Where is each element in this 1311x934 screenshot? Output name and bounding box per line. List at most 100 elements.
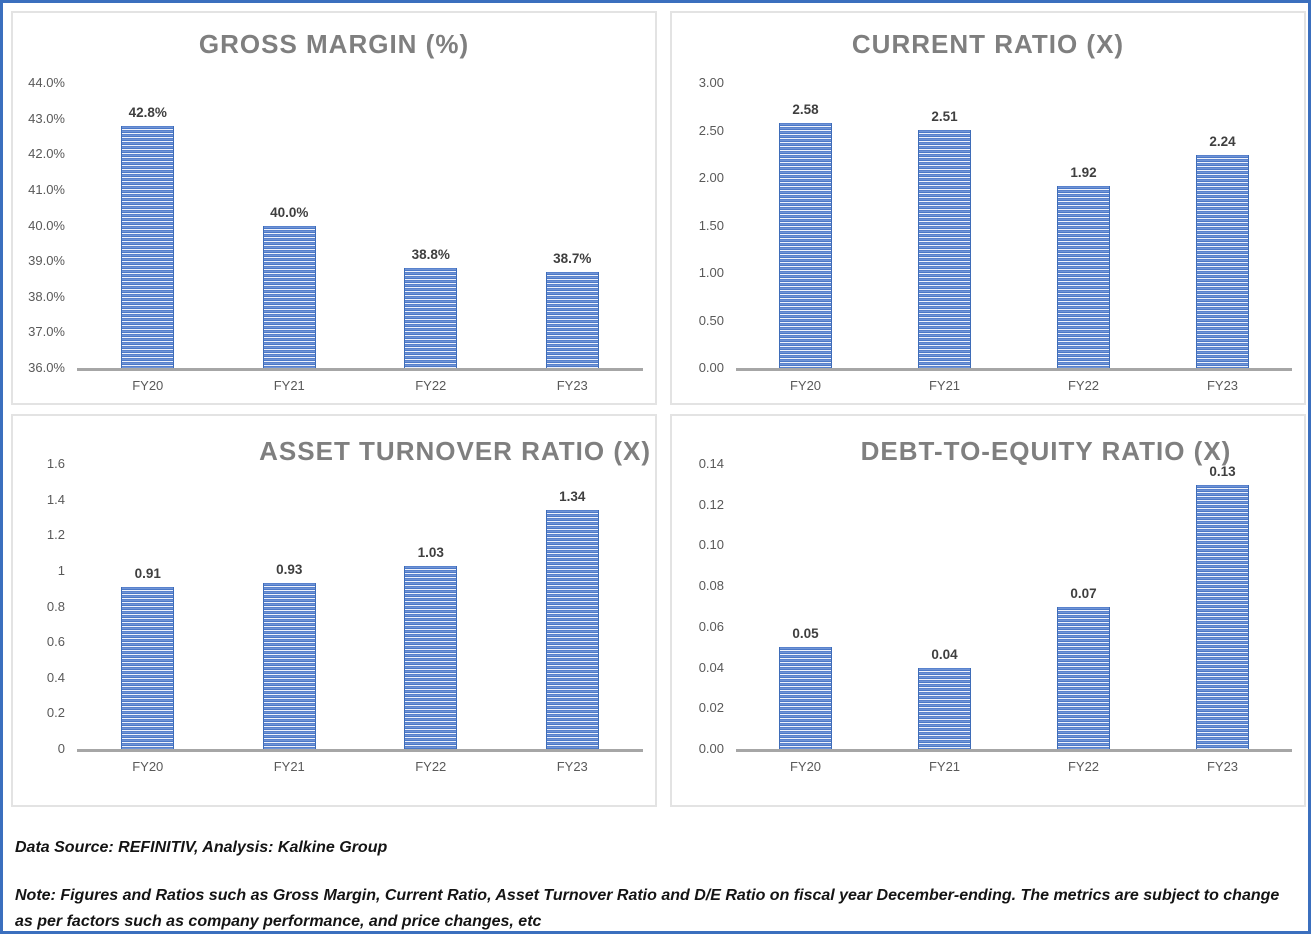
footer: Data Source: REFINITIV, Analysis: Kalkin… bbox=[15, 835, 1296, 931]
bar-fy21 bbox=[918, 129, 971, 368]
x-axis: FY20 FY21 FY22 FY23 bbox=[77, 378, 643, 393]
bar-fy22 bbox=[1057, 185, 1110, 368]
y-axis-tick-label: 44.0% bbox=[28, 75, 65, 90]
plot-area: 0.91 0.93 1.03 1.34 bbox=[77, 464, 643, 752]
bar-fy23 bbox=[1196, 155, 1249, 368]
y-axis-tick-label: 0.2 bbox=[46, 705, 65, 721]
plot-area: 0.05 0.04 0.07 0.13 bbox=[736, 464, 1292, 752]
bar-value-label: 0.05 bbox=[792, 626, 819, 642]
bar-fy20 bbox=[121, 125, 175, 368]
y-axis-tick-label: 0.12 bbox=[698, 496, 724, 512]
y-axis-tick-label: 0 bbox=[57, 741, 65, 756]
y-axis-tick-label: 42.0% bbox=[28, 146, 65, 162]
x-axis-category-label: FY23 bbox=[1206, 759, 1239, 774]
x-axis-category-label: FY22 bbox=[1067, 759, 1100, 774]
bar-value-label: 0.07 bbox=[1070, 585, 1097, 601]
y-axis-tick-label: 0.10 bbox=[698, 537, 724, 553]
y-axis-tick-label: 2.00 bbox=[698, 170, 724, 185]
bar-fy21 bbox=[262, 225, 316, 368]
y-axis-tick-label: 36.0% bbox=[28, 360, 65, 375]
y-axis: 0 0.2 0.4 0.6 0.8 1 1.2 1.4 1.6 bbox=[21, 456, 69, 756]
y-axis-tick-label: 40.0% bbox=[28, 217, 65, 233]
x-axis: FY20 FY21 FY22 FY23 bbox=[77, 759, 643, 774]
y-axis-tick-label: 1.2 bbox=[46, 527, 65, 543]
bar-value-label: 2.51 bbox=[931, 108, 958, 124]
bar-slot: 1.92 bbox=[1014, 83, 1153, 368]
current-ratio-chart-panel: CURRENT RATIO (X) 0.00 0.50 1.00 1.50 2.00 2.… bbox=[670, 11, 1306, 405]
chart-area: 0 0.2 0.4 0.6 0.8 1 1.2 1.4 1.6 0.91 0.93 1.03 1.34… bbox=[21, 456, 647, 774]
x-axis-category-label: FY20 bbox=[132, 378, 164, 393]
x-axis-category-label: FY20 bbox=[789, 759, 822, 774]
bar-slot: 0.05 bbox=[736, 464, 875, 749]
y-axis-tick-label: 3.00 bbox=[698, 75, 724, 90]
x-axis-category-label: FY22 bbox=[415, 378, 447, 393]
bar-value-label: 42.8% bbox=[128, 104, 167, 120]
y-axis-tick-label: 0.02 bbox=[698, 700, 724, 716]
bar-fy23 bbox=[545, 510, 599, 749]
chart-title-debt-to-equity: DEBT-TO-EQUITY RATIO (X) bbox=[860, 436, 1232, 466]
y-axis: 0.00 0.50 1.00 1.50 2.00 2.50 3.00 bbox=[680, 75, 728, 375]
x-axis-category-label: FY21 bbox=[273, 759, 305, 774]
x-axis: FY20 FY21 FY22 FY23 bbox=[736, 378, 1292, 393]
x-axis-category-label: FY21 bbox=[273, 378, 305, 393]
chart-title-current-ratio: CURRENT RATIO (X) bbox=[851, 29, 1125, 59]
y-axis: 0.00 0.02 0.04 0.06 0.08 0.10 0.12 0.14 bbox=[680, 456, 728, 756]
bar-value-label: 0.91 bbox=[134, 565, 161, 581]
x-axis-category-label: FY23 bbox=[556, 759, 588, 774]
bar-slot: 0.93 bbox=[219, 464, 361, 749]
y-axis-tick-label: 0.06 bbox=[698, 618, 724, 634]
bar-slot: 0.07 bbox=[1014, 464, 1153, 749]
bar-value-label: 38.7% bbox=[553, 250, 592, 266]
y-axis-tick-label: 41.0% bbox=[28, 181, 65, 197]
chart-area: 0.00 0.50 1.00 1.50 2.00 2.50 3.00 2.58 2.51 1.9… bbox=[680, 75, 1296, 393]
y-axis-tick-label: 0.14 bbox=[698, 456, 724, 471]
x-axis-category-label: FY21 bbox=[928, 759, 961, 774]
bar-value-label: 1.03 bbox=[417, 544, 444, 560]
bar-value-label: 1.92 bbox=[1070, 164, 1097, 180]
bar-slot: 0.13 bbox=[1153, 464, 1292, 749]
bar-slot: 38.7% bbox=[502, 83, 644, 368]
footer-data-source: Data Source: REFINITIV, Analysis: Kalkin… bbox=[15, 839, 388, 856]
y-axis-tick-label: 0.04 bbox=[698, 659, 724, 675]
bar-value-label: 0.04 bbox=[931, 646, 958, 662]
bar-value-label: 0.93 bbox=[276, 562, 303, 578]
chart-title-gross-margin: GROSS MARGIN (%) bbox=[198, 29, 470, 59]
y-axis-tick-label: 37.0% bbox=[28, 324, 65, 340]
footer-note: Note: Figures and Ratios such as Gross M… bbox=[15, 887, 1280, 930]
x-axis-category-label: FY20 bbox=[132, 759, 164, 774]
y-axis-tick-label: 1.50 bbox=[698, 217, 724, 233]
y-axis-tick-label: 0.00 bbox=[698, 741, 724, 756]
bar-slot: 0.04 bbox=[875, 464, 1014, 749]
y-axis: 36.0% 37.0% 38.0% 39.0% 40.0% 41.0% 42.0% 43.0%… bbox=[21, 75, 69, 375]
y-axis-tick-label: 43.0% bbox=[28, 110, 65, 126]
bar-value-label: 40.0% bbox=[270, 204, 309, 220]
y-axis-tick-label: 0.8 bbox=[46, 598, 65, 614]
bar-fy20 bbox=[779, 122, 832, 368]
bar-fy23 bbox=[1196, 485, 1249, 749]
x-axis: FY20 FY21 FY22 FY23 bbox=[736, 759, 1292, 774]
bar-fy22 bbox=[1057, 606, 1110, 749]
x-axis-category-label: FY20 bbox=[789, 378, 822, 393]
bar-slot: 38.8% bbox=[360, 83, 502, 368]
bar-value-label: 1.34 bbox=[559, 489, 586, 505]
x-axis-category-label: FY23 bbox=[1206, 378, 1239, 393]
y-axis-tick-label: 1.6 bbox=[46, 456, 65, 471]
chart-title-asset-turnover: ASSET TURNOVER RATIO (X) bbox=[259, 436, 651, 466]
y-axis-tick-label: 0.6 bbox=[46, 634, 65, 650]
y-axis-tick-label: 1 bbox=[57, 562, 65, 578]
chart-area: 36.0% 37.0% 38.0% 39.0% 40.0% 41.0% 42.0% 43.0%… bbox=[21, 75, 647, 393]
plot-area: 2.58 2.51 1.92 2.24 bbox=[736, 83, 1292, 371]
x-axis-category-label: FY22 bbox=[1067, 378, 1100, 393]
x-axis-category-label: FY22 bbox=[415, 759, 447, 774]
y-axis-tick-label: 0.4 bbox=[46, 669, 65, 685]
x-axis-category-label: FY23 bbox=[556, 378, 588, 393]
y-axis-tick-label: 38.0% bbox=[28, 288, 65, 304]
bar-slot: 2.58 bbox=[736, 83, 875, 368]
bar-slot: 0.91 bbox=[77, 464, 219, 749]
bar-value-label: 38.8% bbox=[411, 247, 450, 263]
bar-slot: 42.8% bbox=[77, 83, 219, 368]
bar-fy20 bbox=[121, 586, 175, 749]
y-axis-tick-label: 0.50 bbox=[698, 312, 724, 328]
chart-area: 0.00 0.02 0.04 0.06 0.08 0.10 0.12 0.14 0.05 0.0… bbox=[680, 456, 1296, 774]
